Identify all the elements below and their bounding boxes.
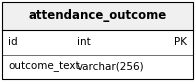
Text: id: id (8, 37, 18, 47)
Bar (2, 2, 193, 30)
Text: attendance_outcome: attendance_outcome (28, 9, 167, 23)
Text: varchar(256): varchar(256) (77, 62, 145, 72)
Bar (2, 30, 193, 79)
Text: outcome_text: outcome_text (8, 62, 80, 72)
Text: PK: PK (174, 37, 187, 47)
Text: int: int (77, 37, 91, 47)
